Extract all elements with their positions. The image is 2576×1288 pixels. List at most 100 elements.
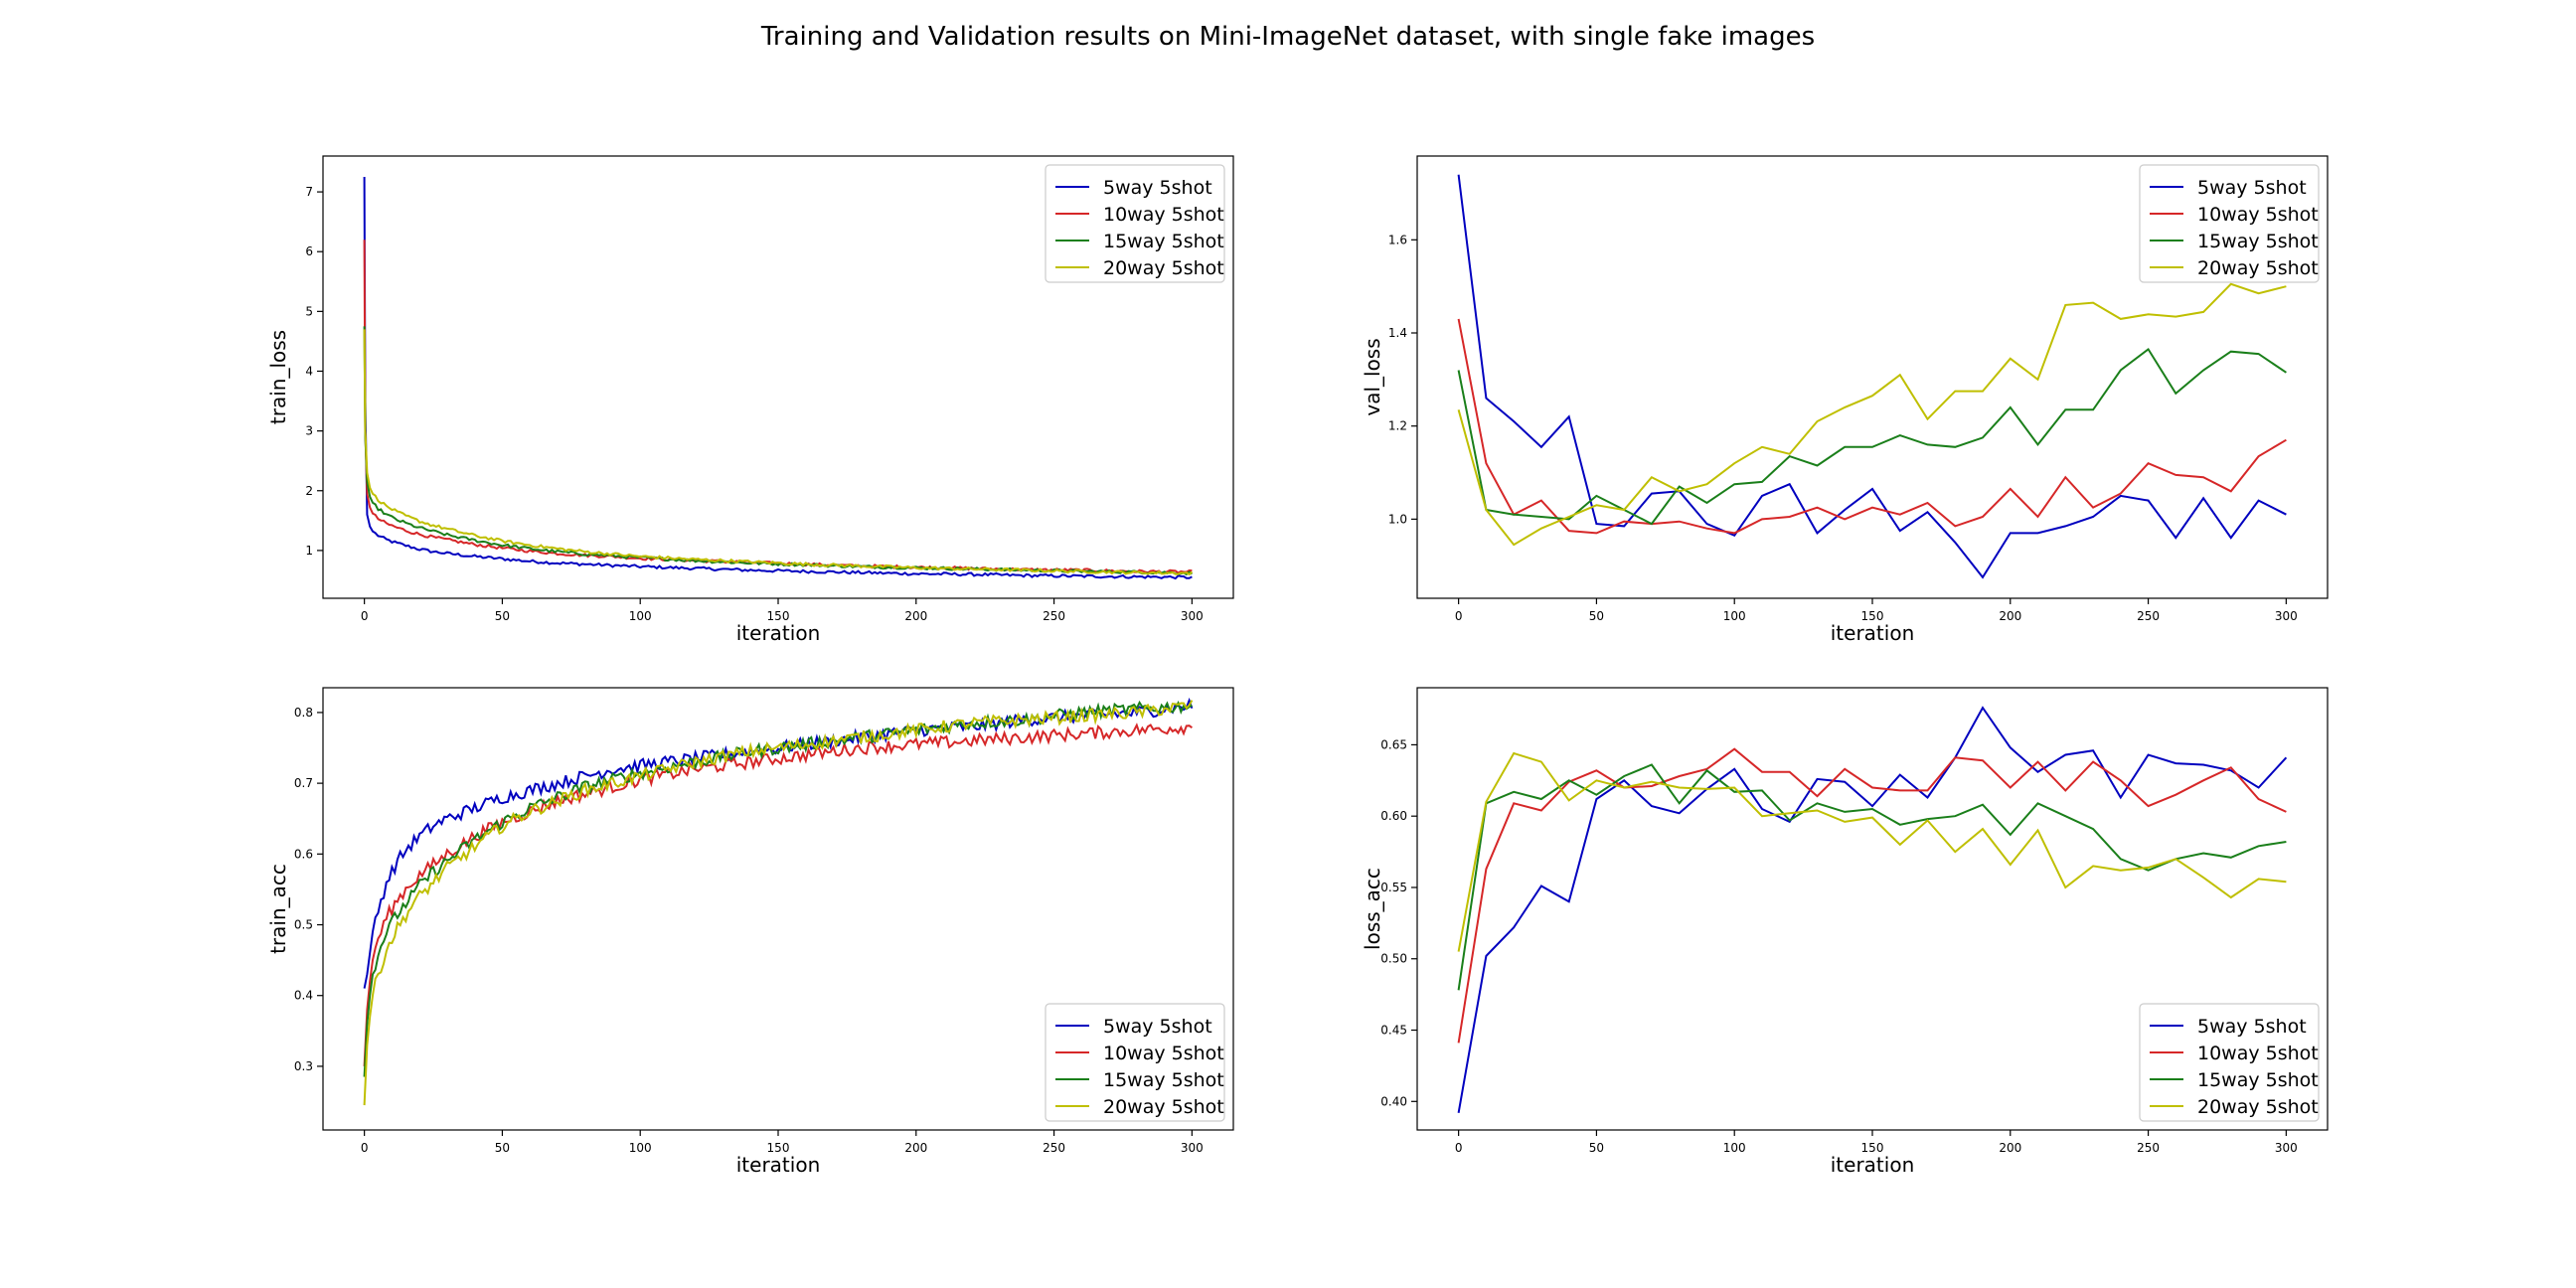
x-tick-label: 250 — [1043, 1141, 1065, 1155]
legend-label-20way: 20way 5shot — [2197, 1096, 2319, 1118]
y-axis-label: train_acc — [266, 864, 290, 954]
y-tick-label: 7 — [305, 185, 313, 199]
x-tick-label: 200 — [1999, 1141, 2021, 1155]
legend-label-15way: 15way 5shot — [1103, 231, 1224, 252]
legend-label-10way: 10way 5shot — [1103, 204, 1224, 226]
series-line-5way — [1457, 174, 2287, 579]
y-tick-label: 0.3 — [294, 1059, 313, 1073]
y-tick-label: 1 — [305, 544, 313, 558]
x-axis-label: iteration — [1831, 1153, 1915, 1177]
x-tick-label: 100 — [629, 609, 652, 623]
series-lines — [1457, 174, 2287, 579]
legend-label-5way: 5way 5shot — [1103, 177, 1212, 199]
series-lines — [363, 697, 1194, 1106]
x-tick-label: 0 — [1455, 609, 1463, 623]
series-line-15way — [1457, 347, 2287, 526]
x-tick-label: 150 — [1861, 609, 1884, 623]
y-tick-label: 1.6 — [1388, 233, 1407, 246]
y-tick-label: 0.60 — [1380, 809, 1407, 823]
legend-label-5way: 5way 5shot — [1103, 1016, 1212, 1038]
y-axis: 1 2 3 4 5 6 7 train_loss — [266, 185, 323, 558]
x-tick-label: 250 — [2137, 1141, 2160, 1155]
x-axis: 0 50 100 150 200 250 300 iteration — [361, 1130, 1204, 1177]
x-tick-label: 200 — [904, 1141, 927, 1155]
chart-2: 0 50 100 150 200 250 300 iteration 1.0 1.2 1.4 1.6 v… — [1361, 155, 2329, 645]
figure-title: Training and Validation results on Mini-… — [760, 22, 1815, 52]
y-tick-label: 0.55 — [1380, 881, 1407, 894]
y-axis-label: loss_acc — [1361, 868, 1384, 950]
x-tick-label: 0 — [361, 609, 369, 623]
series-line-5way — [363, 176, 1193, 580]
series-line-15way — [1457, 763, 2287, 991]
legend: 5way 5shot 10way 5shot 15way 5shot 20way 5s… — [1045, 1003, 1225, 1122]
x-tick-label: 250 — [1043, 609, 1065, 623]
x-tick-label: 0 — [361, 1141, 369, 1155]
legend-label-20way: 20way 5shot — [1103, 257, 1224, 279]
x-tick-label: 250 — [2137, 609, 2160, 623]
legend-box — [2139, 1003, 2320, 1122]
y-tick-label: 5 — [305, 304, 313, 318]
legend-label-15way: 15way 5shot — [1103, 1069, 1224, 1091]
series-lines — [1457, 706, 2288, 1113]
legend-box — [2139, 164, 2320, 283]
legend-label-5way: 5way 5shot — [2197, 1016, 2307, 1038]
series-line-20way — [363, 700, 1194, 1106]
x-axis: 0 50 100 150 200 250 300 iteration — [1455, 598, 2298, 645]
y-axis: 0.40 0.45 0.50 0.55 0.60 0.65 loss_acc — [1361, 737, 1417, 1108]
y-tick-label: 0.5 — [294, 918, 313, 932]
legend-label-20way: 20way 5shot — [1103, 1096, 1224, 1118]
y-tick-label: 3 — [305, 424, 313, 438]
y-tick-label: 6 — [305, 244, 313, 258]
x-tick-label: 50 — [495, 1141, 510, 1155]
x-axis-label: iteration — [736, 621, 821, 645]
legend-label-20way: 20way 5shot — [2197, 257, 2319, 279]
legend: 5way 5shot 10way 5shot 15way 5shot 20way 5s… — [1045, 164, 1225, 283]
legend-label-10way: 10way 5shot — [2197, 1043, 2319, 1064]
legend-box — [1045, 164, 1225, 283]
series-line-15way — [363, 326, 1194, 576]
x-tick-label: 200 — [904, 609, 927, 623]
legend-label-15way: 15way 5shot — [2197, 231, 2319, 252]
legend-label-15way: 15way 5shot — [2197, 1069, 2319, 1091]
y-tick-label: 0.65 — [1380, 737, 1407, 751]
series-line-10way — [1457, 318, 2287, 535]
legend-label-10way: 10way 5shot — [1103, 1043, 1224, 1064]
x-tick-label: 50 — [495, 609, 510, 623]
x-tick-label: 300 — [1181, 1141, 1204, 1155]
x-tick-label: 50 — [1589, 609, 1604, 623]
x-axis-label: iteration — [1831, 621, 1915, 645]
series-line-20way — [363, 329, 1194, 576]
y-tick-label: 0.4 — [294, 989, 313, 1003]
x-tick-label: 300 — [1181, 609, 1204, 623]
y-tick-label: 1.0 — [1388, 512, 1407, 526]
y-axis: 0.3 0.4 0.5 0.6 0.7 0.8 train_acc — [266, 706, 323, 1073]
series-line-10way — [1457, 747, 2287, 1044]
y-tick-label: 0.8 — [294, 706, 313, 720]
y-tick-label: 0.7 — [294, 776, 313, 790]
legend: 5way 5shot 10way 5shot 15way 5shot 20way 5s… — [2139, 1003, 2320, 1122]
x-tick-label: 300 — [2275, 609, 2298, 623]
series-line-20way — [1457, 751, 2287, 952]
y-axis-label: val_loss — [1361, 338, 1384, 415]
x-tick-label: 0 — [1455, 1141, 1463, 1155]
y-tick-label: 0.50 — [1380, 952, 1407, 966]
y-axis-label: train_loss — [266, 330, 290, 424]
x-tick-label: 150 — [767, 1141, 790, 1155]
chart-4: 0 50 100 150 200 250 300iteration0.400.450.500… — [1361, 687, 2329, 1177]
y-tick-label: 0.45 — [1380, 1024, 1407, 1038]
y-tick-label: 1.4 — [1388, 326, 1407, 340]
series-line-10way — [363, 723, 1193, 1066]
legend: 5way 5shot 10way 5shot 15way 5shot 20way 5s… — [2139, 164, 2320, 283]
series-line-5way — [1457, 706, 2288, 1113]
x-axis-label: iteration — [736, 1153, 821, 1177]
chart-3: 0 50 100 150 200 250 300iteration0.30.40.50.60… — [266, 687, 1234, 1177]
x-tick-label: 50 — [1589, 1141, 1604, 1155]
x-tick-label: 150 — [1861, 1141, 1884, 1155]
y-tick-label: 2 — [305, 484, 313, 498]
x-tick-label: 300 — [2275, 1141, 2298, 1155]
x-tick-label: 100 — [1723, 609, 1746, 623]
x-tick-label: 100 — [629, 1141, 652, 1155]
x-axis: 0 50 100 150 200 250 300 iteration — [1455, 1130, 2298, 1177]
plots: 0 50 100 150 200 250 300 iteration 1 2 3 4 5 6 7 train_… — [266, 155, 2329, 1177]
